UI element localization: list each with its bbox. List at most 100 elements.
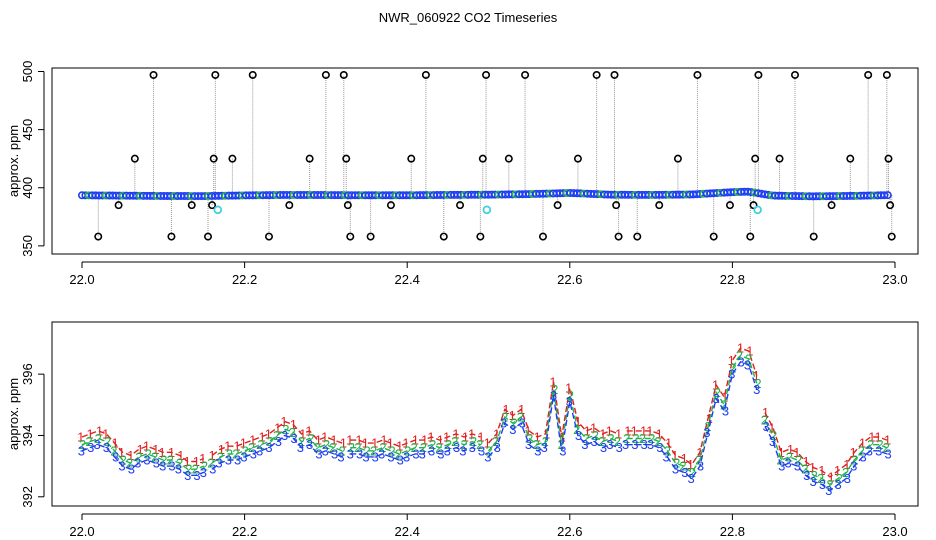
series-3-point: 3: [93, 437, 100, 452]
series-3-point: 3: [453, 440, 460, 455]
series-2-point: 2: [623, 431, 630, 446]
top-y-axis-title: approx. ppm: [6, 125, 21, 197]
outlier-point: [655, 201, 664, 210]
series-3-point: 3: [681, 465, 688, 480]
series-2-point: 2: [242, 443, 249, 458]
series-3-point: 3: [825, 483, 832, 498]
series-1-point: 1: [402, 436, 409, 451]
top-x-tick-label: 23.0: [882, 272, 907, 287]
series-1-point: 1: [809, 460, 816, 475]
outlier-point: [114, 201, 123, 210]
series-1-point: 1: [362, 436, 369, 451]
series-3-point: 3: [428, 443, 435, 458]
top-panel-axes: 22.0 22.2 22.4 22.6 22.8 23.0 350 400 450 500: [20, 61, 908, 287]
series-2-point: 2: [411, 440, 418, 455]
series-3-point: 3: [722, 403, 729, 418]
bottom-y-tick-label: 394: [20, 425, 35, 447]
outlier-point: [456, 201, 465, 210]
series-1-point: 1: [768, 420, 775, 435]
series-1-point: 1: [387, 436, 394, 451]
outlier-point: [386, 201, 395, 210]
series-1-point: 1: [158, 445, 165, 460]
series-1-point: 1: [850, 445, 857, 460]
series-3-point: 3: [541, 440, 548, 455]
series-2-point: 2: [314, 440, 321, 455]
bottom-y-axis-title: approx. ppm: [6, 378, 21, 450]
calibration-point: [482, 205, 492, 215]
series-3-point: 3: [419, 446, 426, 461]
series-2-point: 2: [582, 431, 589, 446]
series-1-point: 1: [208, 448, 215, 463]
series-3-point: 3: [184, 468, 191, 483]
series-1-point: 1: [762, 405, 769, 420]
series-1-point: 1: [396, 439, 403, 454]
series-2-point: 2: [185, 462, 192, 477]
series-1-point: 1: [818, 463, 825, 478]
series-2-point: 2: [451, 434, 458, 449]
series-2-point: 2: [567, 388, 574, 403]
series-1-point: 1: [681, 451, 688, 466]
calibration-point: [213, 205, 223, 215]
bottom-x-tick-label: 22.4: [395, 524, 420, 539]
bottom-panel: approx. ppm 1 1 1 111 1 1 1 1 1 1 1 1 1 1 1 1 1 1 1 1 1 1 1 1 11…: [6, 321, 919, 539]
series-2-point: 2: [470, 434, 477, 449]
bottom-x-tick-label: 22.6: [557, 524, 582, 539]
outlier-point: [339, 70, 348, 79]
series-1-point: 1: [721, 390, 728, 405]
series-1-point: 1: [493, 426, 500, 441]
series-2-point: 2: [795, 453, 802, 468]
series-1-point: 1: [152, 442, 159, 457]
series-3-point: 3: [240, 449, 247, 464]
series-3-point: 3: [778, 459, 785, 474]
outlier-point: [228, 154, 237, 163]
series-2-point: 2: [257, 437, 264, 452]
series-2-point: 2: [786, 449, 793, 464]
series-2-point: 2: [248, 440, 255, 455]
outlier-point: [94, 232, 103, 241]
series-3-point: 3: [322, 443, 329, 458]
series-2-point: 2: [736, 348, 743, 363]
series-2-point: 2: [354, 440, 361, 455]
series-1-point: 1: [265, 426, 272, 441]
series-2-point: 2: [551, 382, 558, 397]
series-2-point: 2: [632, 431, 639, 446]
series-2-point: 2: [842, 465, 849, 480]
top-y-tick-label: 400: [20, 177, 35, 199]
series-3-point: 3: [559, 443, 566, 458]
series-2-point: 2: [273, 428, 280, 443]
top-x-tick-label: 22.0: [69, 272, 94, 287]
series-3-point: 3: [193, 468, 200, 483]
series-2-point: 2: [648, 431, 655, 446]
series-2-point: 2: [876, 437, 883, 452]
series-3-point: 3: [250, 446, 257, 461]
series-1-point: 1: [509, 408, 516, 423]
series-3-point: 3: [769, 434, 776, 449]
series-1-point: 1: [875, 430, 882, 445]
series-1-point: 1: [737, 341, 744, 356]
series-1-point: 1: [136, 442, 143, 457]
series-1-point: 1: [646, 423, 653, 438]
series-3-point: 3: [484, 449, 491, 464]
series-3-point: 3: [297, 440, 304, 455]
outlier-point: [211, 70, 220, 79]
series-1-point: 1: [543, 426, 550, 441]
series-1-point: 1: [346, 433, 353, 448]
top-x-tick-label: 22.2: [232, 272, 257, 287]
outlier-point: [775, 154, 784, 163]
series-1-point: 1: [884, 433, 891, 448]
bottom-panel-marks: 1 1 1 111 1 1 1 1 1 1 1 1 1 1 1 1 1 1 1 1 1 1 1 1 11 11 1 1 1 1 1 1 1 1 1 1…: [77, 341, 892, 499]
series-2-point: 2: [79, 437, 86, 452]
series-3-point: 3: [437, 446, 444, 461]
series-1-point: 1: [468, 426, 475, 441]
series-1-point: 1: [249, 433, 256, 448]
series-3-point: 3: [534, 443, 541, 458]
series-3-point: 3: [622, 437, 629, 452]
series-2-point: 2: [176, 456, 183, 471]
series-3-point: 3: [412, 446, 419, 461]
series-2-point: 2: [395, 446, 402, 461]
series-2-point: 2: [492, 434, 499, 449]
series-3-point: 3: [803, 468, 810, 483]
series-1-point: 1: [712, 377, 719, 392]
series-3-point: 3: [469, 440, 476, 455]
series-1-point: 1: [305, 423, 312, 438]
